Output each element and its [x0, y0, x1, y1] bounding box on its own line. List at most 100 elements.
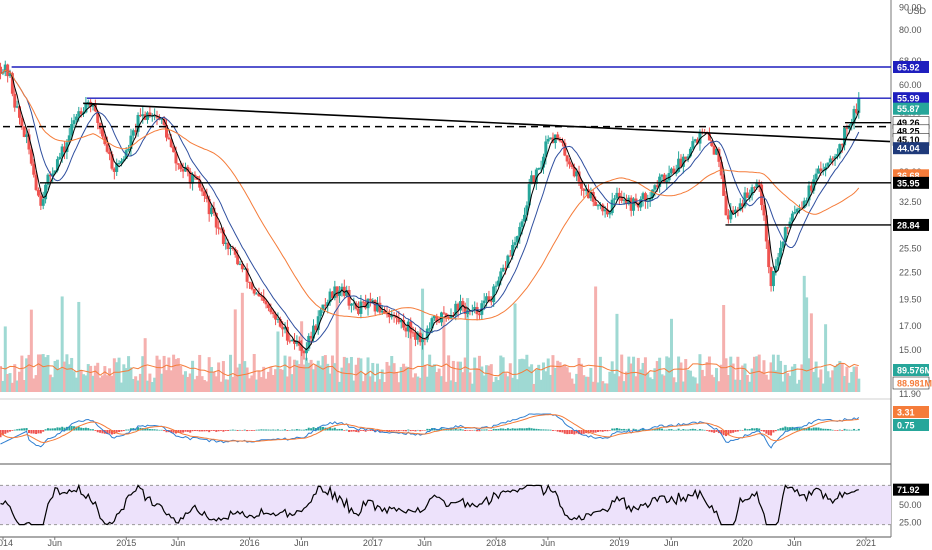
time-tick-label: 2018	[486, 538, 506, 548]
volume-bar	[316, 360, 320, 392]
price-tag-bg	[893, 60, 929, 73]
volume-bar	[693, 377, 697, 392]
candle	[577, 171, 581, 182]
volume-bar	[349, 357, 353, 392]
macd-histogram-bar	[741, 430, 744, 431]
volume-bar	[376, 363, 380, 392]
macd-panel	[0, 413, 860, 449]
macd-histogram-bar	[796, 427, 799, 431]
macd-histogram-bar	[713, 430, 716, 433]
macd-histogram-bar	[663, 429, 666, 431]
volume-bar	[449, 380, 453, 392]
volume-bar	[0, 365, 3, 392]
macd-histogram-bar	[606, 430, 609, 432]
volume-bar	[245, 367, 249, 392]
volume-bar	[707, 356, 711, 392]
macd-histogram-bar	[812, 427, 815, 431]
candle	[643, 193, 647, 202]
price-tag-bg	[893, 218, 929, 231]
volume-bar	[172, 354, 176, 392]
price-tick-label: 22.50	[899, 267, 922, 277]
volume-bar	[854, 366, 858, 392]
volume-bar	[198, 354, 202, 392]
volume-bar	[440, 376, 444, 392]
macd-histogram-bar	[499, 428, 502, 431]
macd-histogram-bar	[84, 427, 87, 431]
candle	[572, 166, 576, 177]
volume-bar	[300, 321, 304, 392]
candle	[221, 229, 225, 245]
candle	[741, 203, 745, 207]
volume-bar	[591, 381, 595, 392]
price-tag: 48.25	[897, 126, 920, 136]
candle	[338, 290, 342, 296]
macd-histogram-bar	[369, 430, 372, 431]
macd-histogram-bar	[843, 428, 846, 431]
candle	[734, 209, 738, 213]
price-tick-label: 15.00	[899, 345, 922, 355]
macd-histogram-bar	[186, 430, 189, 432]
volume-bar	[594, 286, 598, 392]
volume-bar	[826, 371, 830, 392]
volume-bars	[0, 275, 861, 392]
candle	[387, 314, 391, 318]
macd-histogram-bar	[357, 430, 360, 433]
volume-bar	[710, 374, 714, 392]
volume-bar	[264, 378, 268, 392]
volume-bar	[8, 373, 12, 392]
candle	[290, 340, 294, 342]
macd-histogram-bar	[736, 430, 739, 432]
candle	[383, 310, 387, 314]
volume-bar	[323, 355, 327, 392]
volume-bar	[174, 359, 178, 392]
candle	[48, 174, 52, 177]
macd-histogram-bar	[834, 430, 837, 431]
macd-histogram-bar	[11, 430, 14, 431]
volume-bar	[544, 371, 548, 392]
macd-histogram-bar	[310, 428, 313, 431]
macd-histogram-bar	[483, 429, 486, 431]
macd-histogram-bar	[210, 430, 213, 431]
macd-histogram-bar	[281, 429, 284, 431]
macd-histogram-bar	[599, 430, 602, 432]
candle	[390, 315, 394, 318]
macd-histogram-bar	[504, 428, 507, 431]
macd-histogram-bar	[445, 429, 448, 431]
macd-histogram-bar	[54, 428, 57, 431]
candle	[582, 188, 586, 191]
candle	[430, 318, 434, 329]
macd-histogram-bar	[6, 430, 9, 433]
candle	[100, 129, 104, 137]
macd-histogram-bar	[217, 430, 220, 432]
macd-histogram-bar	[201, 430, 204, 432]
macd-histogram-bar	[203, 430, 206, 432]
candle	[613, 198, 617, 200]
volume-bar	[252, 354, 256, 392]
volume-bar	[769, 362, 773, 392]
volume-bar	[89, 365, 93, 392]
candle	[669, 168, 673, 174]
volume-bar	[293, 359, 297, 392]
candle	[96, 111, 100, 123]
volume-bar	[243, 361, 247, 392]
macd-histogram-bar	[146, 428, 149, 431]
macd-histogram-bar	[35, 430, 38, 434]
candle	[622, 199, 626, 201]
candle	[224, 242, 228, 245]
candle	[167, 137, 171, 140]
volume-bar	[570, 378, 574, 392]
candle	[345, 289, 349, 296]
macd-histogram-bar	[798, 427, 801, 431]
candle	[58, 156, 62, 160]
macd-histogram-bar	[267, 429, 270, 431]
candle	[653, 185, 657, 190]
time-tick-label: 2014	[0, 538, 13, 548]
candle	[79, 111, 83, 115]
macd-histogram-bar	[777, 429, 780, 431]
candle	[240, 263, 244, 270]
macd-histogram-bar	[125, 429, 128, 431]
volume-bar	[669, 318, 673, 392]
macd-histogram-bar	[156, 429, 159, 431]
candle	[608, 213, 612, 215]
